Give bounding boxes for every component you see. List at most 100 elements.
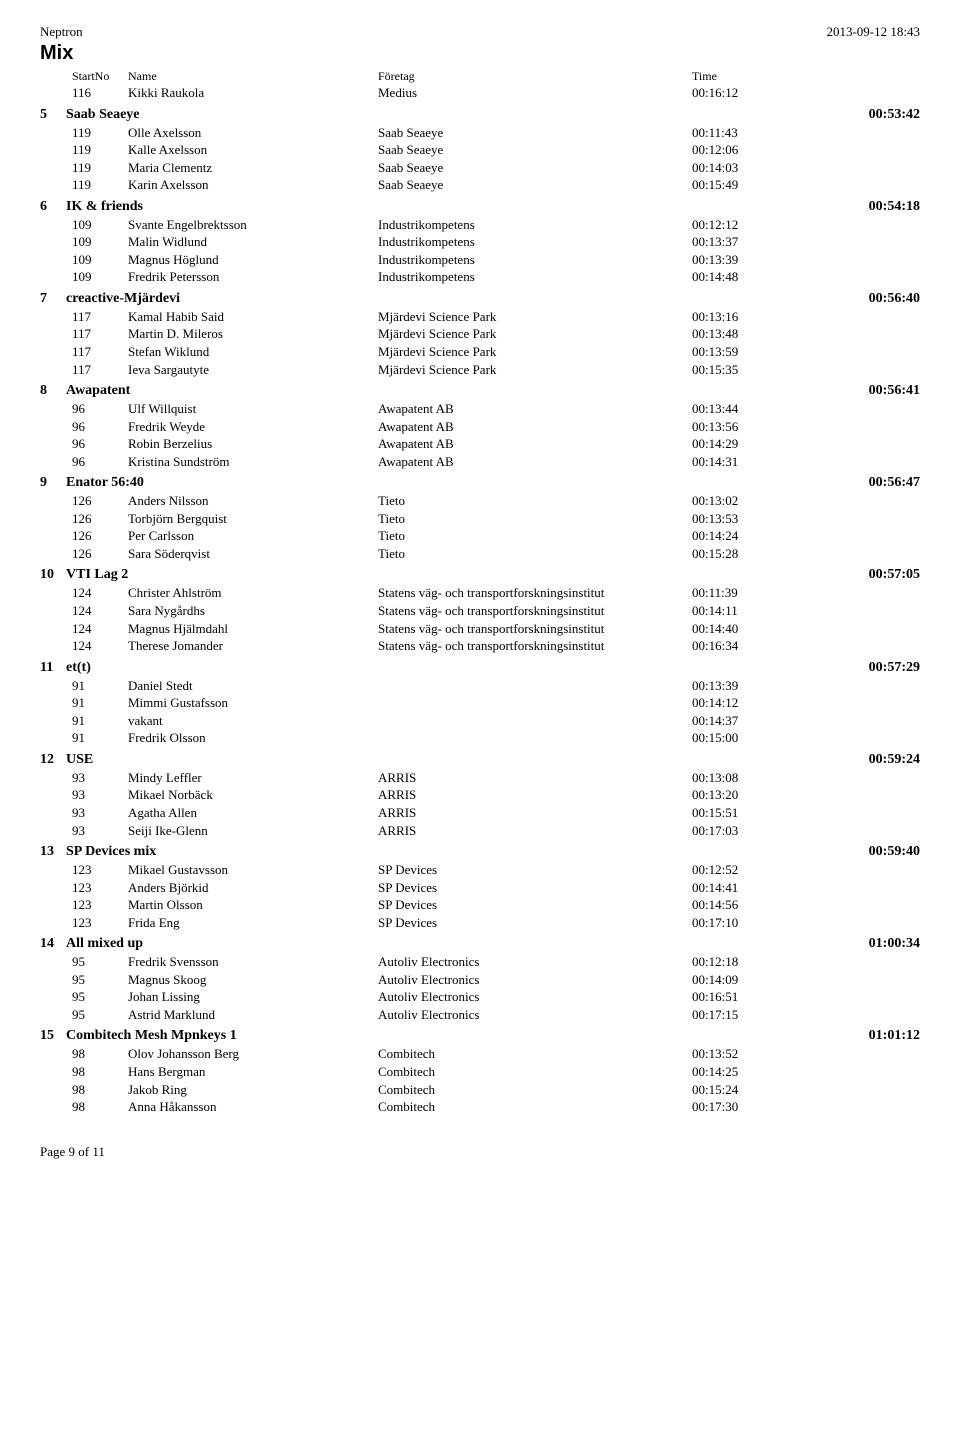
runner-name: Astrid Marklund: [128, 1006, 378, 1024]
page-footer: Page 9 of 11: [40, 1144, 920, 1160]
runner-name: Mimmi Gustafsson: [128, 694, 378, 712]
runner-startno: 91: [72, 729, 128, 747]
runner-startno: 109: [72, 216, 128, 234]
runner-startno: 93: [72, 822, 128, 840]
runner-row: 98Anna HåkanssonCombitech00:17:30: [72, 1098, 920, 1116]
runner-row: 116 Kikki Raukola Medius 00:16:12: [72, 84, 920, 102]
runner-company: Autoliv Electronics: [378, 971, 692, 989]
runner-startno: 91: [72, 677, 128, 695]
runner-time: 00:16:51: [692, 988, 772, 1006]
runner-row: 124Christer AhlströmStatens väg- och tra…: [72, 584, 920, 602]
runner-time: 00:14:41: [692, 879, 772, 897]
runner-row: 91vakant00:14:37: [72, 712, 920, 730]
runner-name: Sara Söderqvist: [128, 545, 378, 563]
team-name: Enator 56:40: [66, 475, 144, 491]
runner-name: Christer Ahlström: [128, 584, 378, 602]
runner-startno: 119: [72, 124, 128, 142]
runner-company: Industrikompetens: [378, 233, 692, 251]
runner-company: Tieto: [378, 492, 692, 510]
runner-row: 95Fredrik SvenssonAutoliv Electronics00:…: [72, 953, 920, 971]
runner-company: Autoliv Electronics: [378, 988, 692, 1006]
runner-name: vakant: [128, 712, 378, 730]
runner-row: 96Kristina SundströmAwapatent AB00:14:31: [72, 453, 920, 471]
runner-time: 00:15:49: [692, 176, 772, 194]
runner-row: 126Torbjörn BergquistTieto00:13:53: [72, 510, 920, 528]
runner-name: Fredrik Petersson: [128, 268, 378, 286]
runner-startno: 93: [72, 769, 128, 787]
runner-company: Statens väg- och transportforskningsinst…: [378, 620, 692, 638]
runner-company: Saab Seaeye: [378, 124, 692, 142]
team-left: 13SP Devices mix: [40, 844, 156, 860]
runner-name: Martin Olsson: [128, 896, 378, 914]
runner-row: 123Frida EngSP Devices00:17:10: [72, 914, 920, 932]
runner-time: 00:13:08: [692, 769, 772, 787]
runner-row: 124Magnus HjälmdahlStatens väg- och tran…: [72, 620, 920, 638]
team-rank: 12: [40, 752, 66, 768]
runner-company: Mjärdevi Science Park: [378, 308, 692, 326]
runner-name: Anders Nilsson: [128, 492, 378, 510]
runner-time: 00:14:25: [692, 1063, 772, 1081]
runner-time: 00:14:40: [692, 620, 772, 638]
runner-row: 91Mimmi Gustafsson00:14:12: [72, 694, 920, 712]
runner-name: Kamal Habib Said: [128, 308, 378, 326]
runner-row: 123Martin OlssonSP Devices00:14:56: [72, 896, 920, 914]
runner-name: Anders Björkid: [128, 879, 378, 897]
team-row: 10VTI Lag 200:57:05: [40, 567, 920, 583]
runner-name: Magnus Hjälmdahl: [128, 620, 378, 638]
team-rank: 13: [40, 844, 66, 860]
runner-row: 123Mikael GustavssonSP Devices00:12:52: [72, 861, 920, 879]
team-rank: 6: [40, 199, 66, 215]
team-left: 11et(t): [40, 660, 91, 676]
runner-name: Fredrik Olsson: [128, 729, 378, 747]
runner-company: Industrikompetens: [378, 251, 692, 269]
runner-name: Seiji Ike-Glenn: [128, 822, 378, 840]
runner-company: Tieto: [378, 510, 692, 528]
runner-row: 98Hans BergmanCombitech00:14:25: [72, 1063, 920, 1081]
runner-startno: 126: [72, 527, 128, 545]
runner-name: Stefan Wiklund: [128, 343, 378, 361]
runner-company: ARRIS: [378, 822, 692, 840]
runner-startno: 123: [72, 896, 128, 914]
team-row: 8Awapatent00:56:41: [40, 383, 920, 399]
runner-startno: 93: [72, 804, 128, 822]
runner-row: 119Kalle AxelssonSaab Seaeye00:12:06: [72, 141, 920, 159]
runner-time: 00:14:37: [692, 712, 772, 730]
runner-startno: 119: [72, 159, 128, 177]
runner-company: SP Devices: [378, 896, 692, 914]
team-name: All mixed up: [66, 936, 143, 952]
runner-row: 96Robin BerzeliusAwapatent AB00:14:29: [72, 435, 920, 453]
runner-company: Tieto: [378, 527, 692, 545]
team-total: 00:53:42: [869, 107, 920, 123]
runner-time: 00:13:20: [692, 786, 772, 804]
runner-time: 00:13:48: [692, 325, 772, 343]
runner-row: 91Daniel Stedt00:13:39: [72, 677, 920, 695]
runner-name: Svante Engelbrektsson: [128, 216, 378, 234]
runner-startno: 123: [72, 914, 128, 932]
team-row: 11et(t) 00:57:29: [40, 660, 920, 676]
runner-name: Agatha Allen: [128, 804, 378, 822]
runner-startno: 124: [72, 620, 128, 638]
runner-time: 00:13:16: [692, 308, 772, 326]
runner-time: 00:17:03: [692, 822, 772, 840]
runner-company: [378, 677, 692, 695]
runner-time: 00:14:03: [692, 159, 772, 177]
runner-time: 00:12:52: [692, 861, 772, 879]
team-rank: 8: [40, 383, 66, 399]
runner-row: 117Stefan WiklundMjärdevi Science Park00…: [72, 343, 920, 361]
runner-time: 00:16:34: [692, 637, 772, 655]
runner-row: 124Sara NygårdhsStatens väg- och transpo…: [72, 602, 920, 620]
runner-company: [378, 694, 692, 712]
col-name: Name: [128, 69, 378, 84]
team-row: 6IK & friends00:54:18: [40, 199, 920, 215]
runner-row: 119Maria ClementzSaab Seaeye00:14:03: [72, 159, 920, 177]
runner-time: 00:12:12: [692, 216, 772, 234]
runner-row: 126Anders NilssonTieto00:13:02: [72, 492, 920, 510]
team-row: 7creactive-Mjärdevi00:56:40: [40, 291, 920, 307]
runner-name: Daniel Stedt: [128, 677, 378, 695]
runner-row: 91Fredrik Olsson00:15:00: [72, 729, 920, 747]
runner-company: Statens väg- och transportforskningsinst…: [378, 602, 692, 620]
header-left: Neptron: [40, 24, 83, 40]
team-total: 00:57:29: [869, 660, 920, 676]
runner-row: 93Seiji Ike-GlennARRIS00:17:03: [72, 822, 920, 840]
runner-name: Martin D. Mileros: [128, 325, 378, 343]
